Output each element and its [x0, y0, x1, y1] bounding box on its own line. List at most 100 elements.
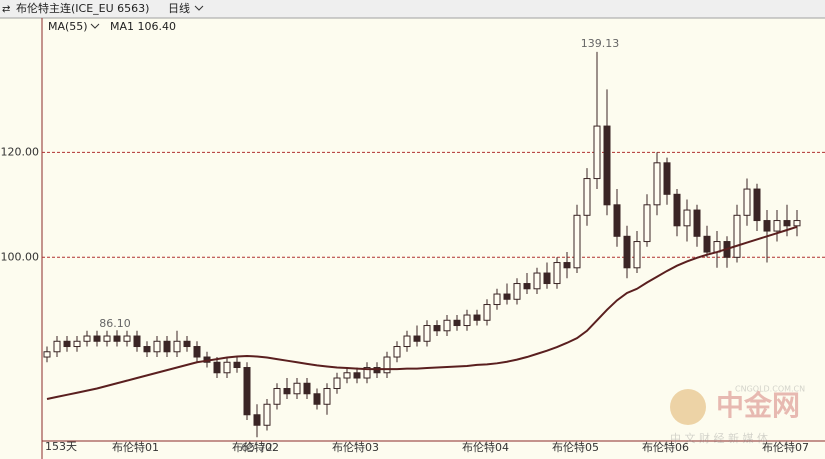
candle-body: [583, 178, 591, 216]
candle-body: [563, 262, 571, 269]
candle-body: [263, 403, 271, 426]
candle-body: [513, 283, 521, 300]
candle-body: [173, 340, 181, 353]
annotation: 65.72: [241, 441, 273, 454]
candle-body: [533, 272, 541, 290]
candle-body: [183, 340, 191, 348]
watermark-site: CNGOLD.COM.CN: [735, 385, 805, 394]
candle-body: [433, 325, 441, 332]
candle-body: [443, 319, 451, 332]
candle-body: [473, 314, 481, 321]
candle-body: [213, 361, 221, 374]
candle-body: [163, 340, 171, 353]
annotation: 139.13: [581, 37, 620, 50]
candle-body: [743, 188, 751, 216]
candle-body: [523, 283, 531, 290]
x-tick-label: 布伦特02: [232, 440, 279, 454]
candle-body: [543, 272, 551, 285]
candle-body: [143, 346, 151, 353]
candle-body: [333, 377, 341, 390]
candle-body: [113, 335, 121, 342]
ma-label: MA1 106.40: [110, 20, 176, 33]
candle-body: [303, 382, 311, 395]
candle-body: [453, 319, 461, 327]
x-tick-label: 布伦特03: [332, 440, 379, 454]
candle-body: [243, 367, 251, 416]
candle-body: [763, 220, 771, 232]
dropdown-arrow[interactable]: [194, 5, 204, 11]
candle-body: [643, 204, 651, 243]
candle-body: [633, 241, 641, 269]
watermark-logo: [670, 389, 706, 425]
candle-body: [783, 220, 791, 227]
range-label: 153天: [45, 440, 77, 453]
candle-body: [673, 193, 681, 227]
candle-body: [293, 382, 301, 395]
candle-body: [383, 356, 391, 374]
candle-body: [43, 351, 51, 358]
candle-body: [253, 414, 261, 426]
period[interactable]: 日线: [168, 1, 190, 15]
candle-body: [323, 388, 331, 405]
candle-body: [693, 209, 701, 237]
candle-body: [733, 214, 741, 258]
candle-body: [403, 335, 411, 348]
candle-body: [73, 340, 81, 348]
candle-body: [343, 372, 351, 379]
annotation: 86.10: [99, 317, 131, 330]
watermark: 中金网 CNGOLD.COM.CN 中 文 财 经 新 媒 体: [670, 385, 805, 445]
candle-body: [423, 325, 431, 342]
y-tick-label: 100.00: [1, 250, 40, 263]
candle-body: [613, 204, 621, 237]
x-tick-label: 布伦特06: [642, 440, 689, 454]
candle-body: [653, 162, 661, 206]
candle-body: [463, 314, 471, 327]
toolbar: [0, 0, 825, 18]
candle-body: [493, 293, 501, 306]
candle-body: [193, 346, 201, 358]
candle-body: [103, 335, 111, 342]
candle-body: [503, 293, 511, 300]
candle-body: [483, 304, 491, 321]
toolbar-icon[interactable]: ⇄: [2, 4, 10, 15]
watermark-brand: 中金网: [716, 389, 800, 422]
watermark-slogan: 中 文 财 经 新 媒 体: [670, 431, 768, 445]
candle-body: [553, 262, 561, 285]
candle-body: [623, 235, 631, 269]
candle-body: [593, 125, 601, 180]
candle-body: [663, 162, 671, 195]
candle-body: [353, 372, 361, 379]
candle-body: [223, 361, 231, 374]
candle-body: [63, 340, 71, 348]
ma-line: [46, 225, 798, 400]
candle-body: [393, 346, 401, 358]
candle-body: [363, 367, 371, 379]
candle-body: [793, 220, 801, 227]
candle-body: [313, 393, 321, 405]
y-tick-label: 120.00: [1, 145, 40, 158]
candle-body: [83, 335, 91, 342]
x-tick-label: 布伦特01: [112, 440, 159, 454]
candle-body: [413, 335, 421, 342]
candle-body: [373, 367, 381, 374]
candle-body: [123, 335, 131, 342]
candle-body: [233, 361, 241, 369]
candle-body: [683, 209, 691, 227]
candle-body: [283, 388, 291, 395]
indicator-arrow[interactable]: [90, 23, 100, 29]
candle-body: [773, 220, 781, 232]
symbol-title[interactable]: 布伦特主连(ICE_EU 6563): [16, 1, 149, 15]
candle-body: [573, 214, 581, 269]
indicator[interactable]: MA(55): [48, 20, 88, 33]
candle-body: [753, 188, 761, 222]
x-tick-label: 布伦特05: [552, 440, 599, 454]
x-tick-label: 布伦特07: [762, 440, 809, 454]
candle-body: [153, 340, 161, 353]
candle-body: [133, 335, 141, 348]
candle-body: [703, 235, 711, 253]
candle-body: [93, 335, 101, 342]
x-tick-label: 布伦特04: [462, 440, 509, 454]
